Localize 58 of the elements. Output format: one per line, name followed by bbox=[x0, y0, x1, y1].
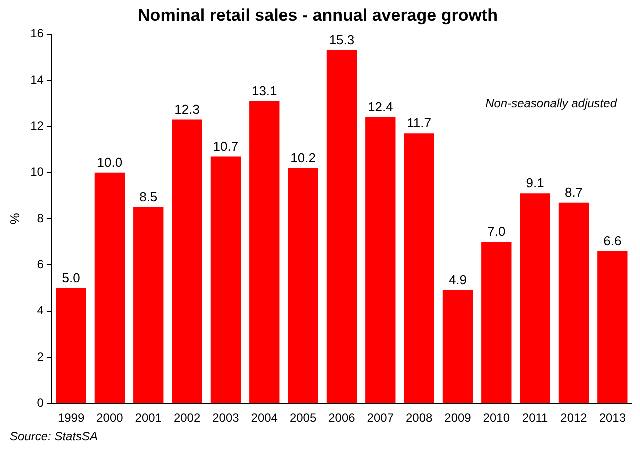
x-tick-label: 2011 bbox=[522, 411, 549, 426]
x-tick-label: 2010 bbox=[483, 411, 510, 426]
bar bbox=[210, 156, 242, 404]
bar bbox=[482, 242, 512, 404]
bar bbox=[404, 134, 434, 404]
y-tick-label: 8 bbox=[37, 211, 44, 226]
data-label: 4.9 bbox=[448, 272, 468, 288]
bar bbox=[56, 288, 86, 404]
annotation: Non-seasonally adjusted bbox=[486, 96, 618, 111]
x-tick-label: 2006 bbox=[328, 411, 356, 426]
x-tick-label: 2005 bbox=[290, 411, 317, 426]
bar bbox=[172, 120, 202, 404]
data-label: 12.4 bbox=[368, 100, 394, 115]
y-axis-title: % bbox=[7, 212, 22, 225]
data-label: 6.6 bbox=[604, 233, 622, 248]
bar bbox=[94, 172, 126, 404]
x-tick-label: 2013 bbox=[599, 411, 626, 426]
chart-title: Nominal retail sales - annual average growth bbox=[138, 6, 498, 25]
data-label: 8.7 bbox=[564, 184, 584, 200]
data-label: 7.0 bbox=[488, 224, 506, 240]
bar bbox=[442, 290, 474, 404]
data-label: 11.7 bbox=[407, 116, 432, 131]
bar bbox=[558, 202, 590, 404]
y-tick-label: 16 bbox=[30, 26, 44, 41]
x-tick-label: 1999 bbox=[58, 411, 85, 426]
y-tick-label: 0 bbox=[37, 396, 44, 410]
data-label: 10.7 bbox=[213, 138, 239, 154]
x-tick-label: 2001 bbox=[135, 411, 162, 426]
y-tick-label: 4 bbox=[37, 304, 44, 318]
bar bbox=[520, 194, 550, 404]
x-tick-label: 2000 bbox=[96, 411, 124, 426]
data-label: 5.0 bbox=[62, 270, 80, 286]
y-tick-label: 2 bbox=[37, 350, 44, 364]
data-label: 13.1 bbox=[252, 83, 278, 98]
data-label: 9.1 bbox=[526, 176, 544, 191]
source-note: Source: StatsSA bbox=[10, 429, 98, 444]
data-label: 12.3 bbox=[174, 102, 200, 117]
x-tick-label: 2003 bbox=[212, 411, 240, 426]
x-tick-label: 2012 bbox=[560, 411, 588, 426]
y-tick-label: 12 bbox=[30, 119, 44, 134]
x-tick-label: 2008 bbox=[406, 411, 433, 426]
data-label: 10.2 bbox=[290, 150, 316, 166]
bar bbox=[598, 251, 628, 404]
data-label: 10.0 bbox=[97, 154, 123, 170]
bar bbox=[288, 168, 318, 404]
x-tick-label: 2007 bbox=[367, 411, 394, 426]
bar bbox=[250, 101, 280, 404]
y-tick-label: 6 bbox=[37, 257, 44, 272]
bar bbox=[134, 207, 164, 404]
x-tick-label: 2002 bbox=[174, 411, 201, 426]
data-label: 8.5 bbox=[140, 190, 158, 205]
bar bbox=[366, 117, 396, 404]
y-tick-label: 10 bbox=[30, 165, 44, 180]
x-tick-label: 2009 bbox=[444, 411, 472, 426]
bar bbox=[326, 50, 358, 404]
x-tick-label: 2004 bbox=[251, 411, 278, 426]
data-label: 15.3 bbox=[329, 32, 355, 48]
y-tick-label: 14 bbox=[30, 72, 44, 87]
